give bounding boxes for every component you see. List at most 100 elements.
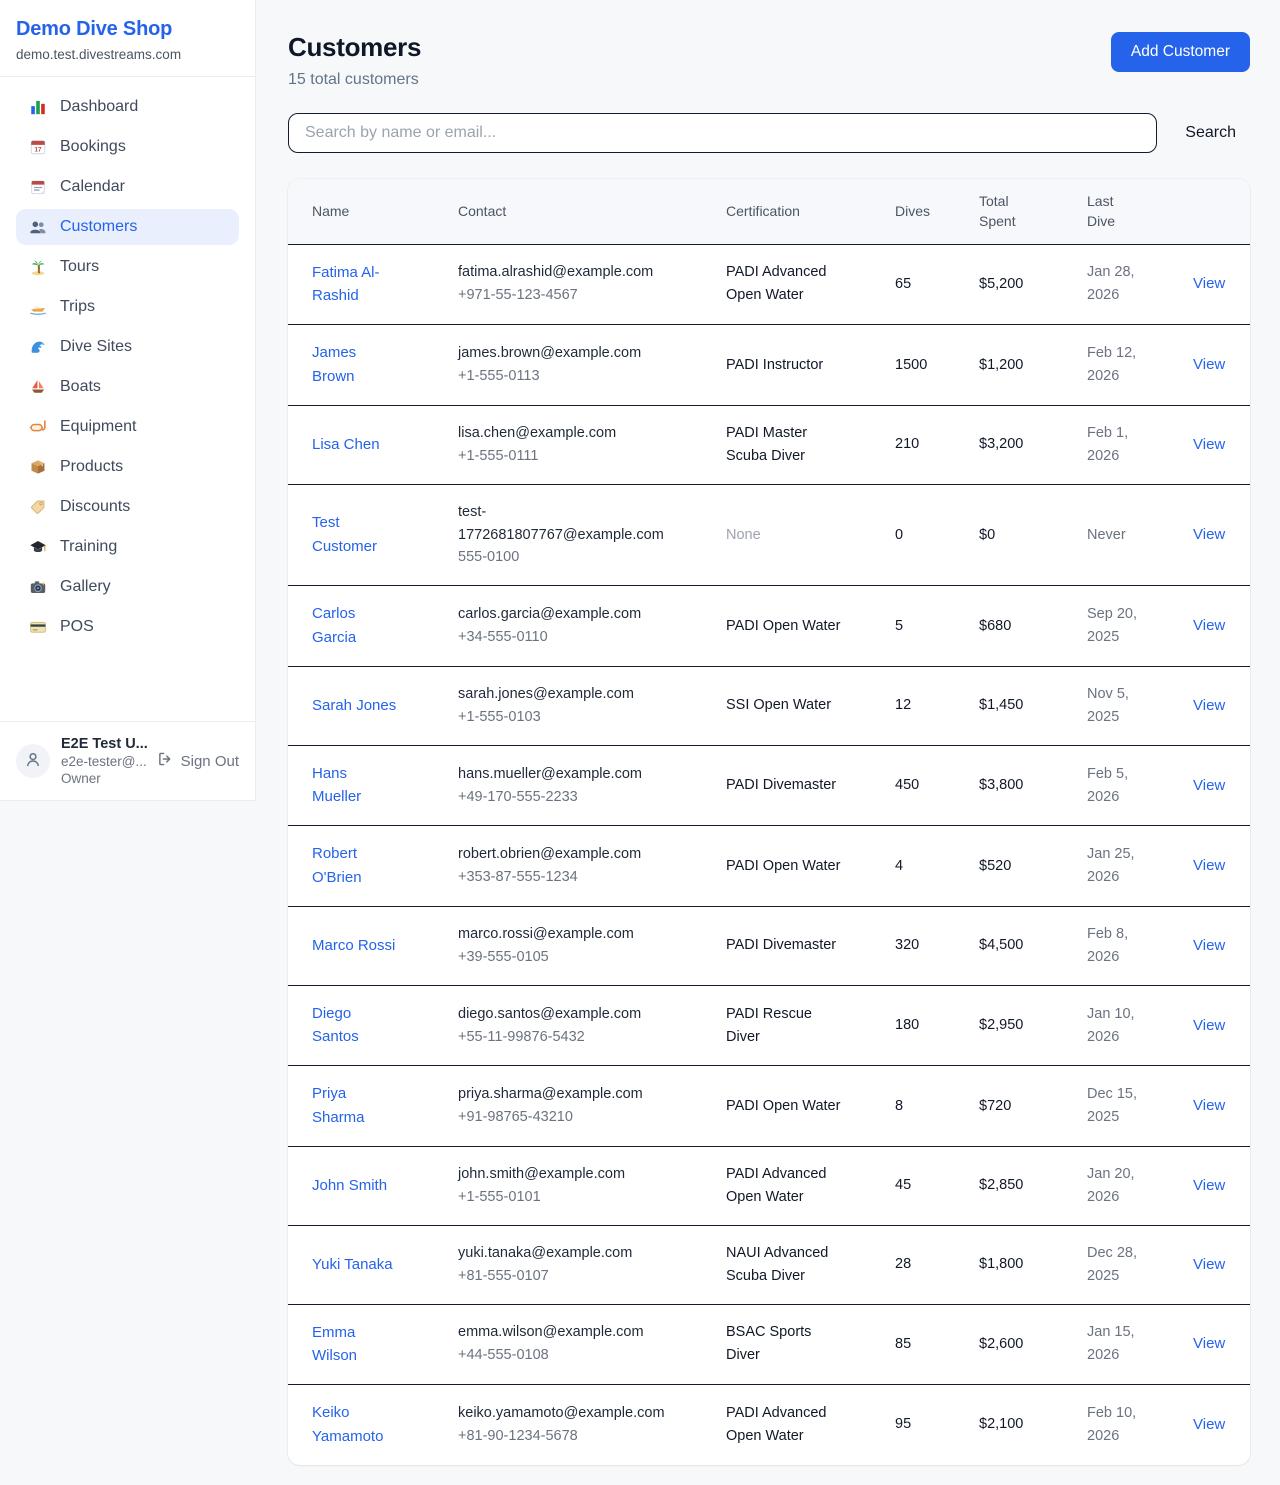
customer-name-link[interactable]: Lisa Chen [312, 435, 380, 453]
dives-count: 180 [895, 985, 979, 1067]
view-link[interactable]: View [1193, 936, 1226, 954]
customer-name-link[interactable]: John Smith [312, 1176, 388, 1194]
table-row: Priya Sharma priya.sharma@example.com +91-… [288, 1065, 1250, 1147]
diving-mask-icon [29, 418, 47, 436]
sidebar-item-tours[interactable]: Tours [16, 249, 239, 285]
last-dive: Never [1087, 526, 1126, 543]
customer-phone: +1-555-0111 [458, 447, 539, 464]
view-link[interactable]: View [1193, 1097, 1226, 1115]
view-link[interactable]: View [1193, 356, 1226, 374]
column-header [1193, 179, 1250, 245]
last-dive: Dec 15, 2025 [1087, 1086, 1137, 1126]
customer-email: james.brown@example.com [458, 345, 642, 362]
last-dive: Feb 10, 2026 [1087, 1405, 1137, 1444]
total-spent: $5,200 [979, 244, 1087, 326]
total-spent: $520 [979, 825, 1087, 907]
sidebar-item-label: Trips [60, 298, 95, 315]
sign-out-button[interactable]: Sign Out [156, 750, 239, 772]
sidebar-item-gallery[interactable]: Gallery [16, 569, 239, 605]
column-header: Last Dive [1087, 179, 1193, 245]
certification: None [726, 526, 761, 543]
view-link[interactable]: View [1193, 435, 1226, 453]
sidebar-item-label: Discounts [60, 498, 131, 515]
customer-name-link[interactable]: James Brown [312, 344, 357, 385]
user-email: e2e-tester@... [61, 754, 147, 769]
certification: PADI Open Water [726, 857, 841, 874]
sidebar-item-customers[interactable]: Customers [16, 209, 239, 245]
view-link[interactable]: View [1193, 696, 1226, 714]
sidebar-item-bookings[interactable]: 17 Bookings [16, 129, 239, 165]
dives-count: 0 [895, 484, 979, 587]
customer-email: carlos.garcia@example.com [458, 606, 642, 623]
view-link[interactable]: View [1193, 776, 1226, 794]
customer-name-link[interactable]: Carlos Garcia [312, 605, 357, 646]
sidebar-item-calendar[interactable]: Calendar [16, 169, 239, 205]
add-customer-button[interactable]: Add Customer [1110, 32, 1250, 72]
customer-email: john.smith@example.com [458, 1165, 626, 1182]
view-link[interactable]: View [1193, 1335, 1226, 1353]
sidebar-item-trips[interactable]: Trips [16, 289, 239, 325]
sidebar-item-dashboard[interactable]: Dashboard [16, 89, 239, 125]
customer-phone: +971-55-123-4567 [458, 287, 578, 304]
sidebar-item-equipment[interactable]: Equipment [16, 409, 239, 445]
person-icon [23, 749, 43, 774]
sidebar-item-label: Dashboard [60, 98, 139, 115]
calendar-icon [29, 178, 47, 196]
sidebar-item-dive-sites[interactable]: Dive Sites [16, 329, 239, 365]
search-button[interactable]: Search [1185, 124, 1236, 141]
search-input[interactable] [288, 113, 1158, 153]
sidebar-item-pos[interactable]: POS [16, 609, 239, 645]
avatar [16, 744, 50, 778]
customer-email: robert.obrien@example.com [458, 846, 642, 863]
view-link[interactable]: View [1193, 617, 1226, 635]
view-link[interactable]: View [1193, 526, 1226, 543]
view-link[interactable]: View [1193, 275, 1226, 293]
total-spent: $2,600 [979, 1304, 1087, 1386]
view-link[interactable]: View [1193, 1415, 1226, 1433]
main-content: Customers 15 total customers Add Custome… [288, 0, 1250, 1465]
sidebar-item-products[interactable]: Products [16, 449, 239, 485]
customer-name-link[interactable]: Yuki Tanaka [312, 1255, 393, 1273]
sidebar-item-discounts[interactable]: Discounts [16, 489, 239, 525]
customer-name-link[interactable]: Marco Rossi [312, 936, 396, 954]
dives-count: 45 [895, 1146, 979, 1226]
shop-name: Demo Dive Shop [16, 18, 173, 40]
sidebar-item-label: Gallery [60, 578, 111, 595]
palm-tree-icon [29, 258, 47, 276]
customer-name-link[interactable]: Test Customer [312, 514, 378, 555]
table-row: John Smith john.smith@example.com +1-555-0… [288, 1146, 1250, 1226]
customer-name-link[interactable]: Fatima Al-Rashid [312, 263, 380, 305]
view-link[interactable]: View [1193, 857, 1226, 875]
last-dive: Jan 25, 2026 [1087, 846, 1135, 886]
view-link[interactable]: View [1193, 1176, 1226, 1194]
certification: SSI Open Water [726, 697, 832, 714]
dives-count: 12 [895, 666, 979, 746]
customer-name-link[interactable]: Sarah Jones [312, 696, 397, 714]
total-spent: $4,500 [979, 906, 1087, 986]
customer-name-link[interactable]: Hans Mueller [312, 764, 362, 806]
shop-header: Demo Dive Shop demo.test.divestreams.com [0, 0, 255, 76]
total-spent: $2,100 [979, 1416, 1024, 1433]
sidebar-item-training[interactable]: Training [16, 529, 239, 565]
customer-email: emma.wilson@example.com [458, 1324, 644, 1341]
dives-count: 5 [895, 585, 979, 667]
last-dive: Feb 5, 2026 [1087, 765, 1129, 805]
customer-name-link[interactable]: Emma Wilson [312, 1323, 358, 1365]
customer-name-link[interactable]: Robert O'Brien [312, 845, 362, 886]
view-link[interactable]: View [1193, 1255, 1226, 1273]
total-spent: $2,850 [979, 1146, 1087, 1226]
last-dive: Feb 8, 2026 [1087, 925, 1129, 965]
sidebar-item-label: Dive Sites [60, 338, 133, 355]
customer-name-link[interactable]: Diego Santos [312, 1004, 359, 1046]
customer-name-link[interactable]: Priya Sharma [312, 1085, 365, 1126]
certification: PADI Divemaster [726, 777, 837, 794]
view-link[interactable]: View [1193, 1016, 1226, 1034]
sidebar-item-boats[interactable]: Boats [16, 369, 239, 405]
customers-table-card: Name Contact Certification Dives Total Spent… [288, 179, 1250, 1465]
column-header: Certification [726, 179, 895, 245]
total-spent: $0 [979, 484, 1087, 587]
certification: PADI Advanced Open Water [726, 1165, 827, 1205]
customer-name-link[interactable]: Keiko Yamamoto [312, 1404, 384, 1445]
tag-icon [29, 498, 47, 516]
certification: PADI Advanced Open Water [726, 264, 827, 304]
